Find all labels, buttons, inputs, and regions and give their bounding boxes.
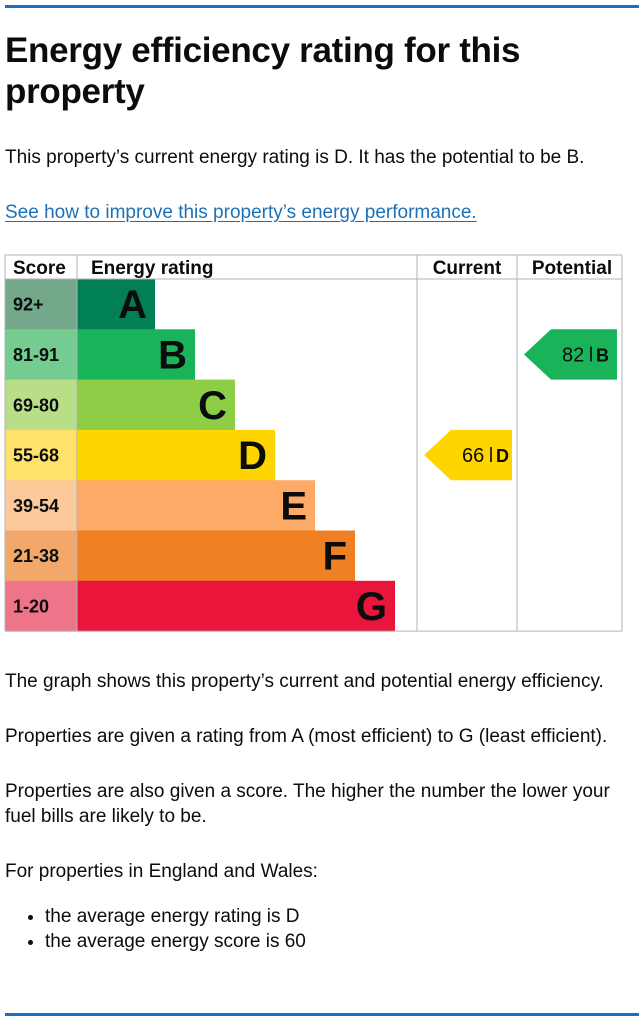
current-rating-rating-letter: D <box>496 446 509 466</box>
score-explanation: Properties are also given a score. The h… <box>5 781 610 827</box>
potential-rating-score-label: 82 <box>562 344 584 366</box>
score-cell-d <box>5 429 77 481</box>
rating-letter-e: E <box>280 484 307 528</box>
score-column-header: Score <box>13 258 66 279</box>
rating-bar-a <box>77 279 155 330</box>
energy-rating-column-header: Energy rating <box>91 258 213 279</box>
rating-letter-g: G <box>356 585 387 629</box>
score-range-label: 1-20 <box>13 596 49 616</box>
score-range-label: 21-38 <box>13 546 59 566</box>
top-rule <box>5 5 639 8</box>
score-range-label: 81-91 <box>13 345 59 365</box>
potential-rating-rating-letter: B <box>596 345 609 365</box>
current-rating-arrow <box>424 429 512 481</box>
potential-column-header: Potential <box>532 258 612 279</box>
rating-bar-e <box>77 480 315 531</box>
rating-letter-c: C <box>198 384 227 428</box>
score-cell-g <box>5 580 77 632</box>
rating-letter-a: A <box>118 283 147 327</box>
page-title: Energy efficiency rating for this proper… <box>5 31 521 111</box>
score-range-label: 55-68 <box>13 446 59 466</box>
improve-energy-link[interactable]: See how to improve this property’s energ… <box>5 202 477 223</box>
rating-letter-f: F <box>323 535 347 579</box>
rating-summary: This property’s current energy rating is… <box>5 147 585 168</box>
rating-bar-c <box>77 379 235 431</box>
rating-bar-f <box>77 530 355 582</box>
score-range-label: 92+ <box>13 295 44 315</box>
current-column-header: Current <box>433 258 502 279</box>
score-range-label: 39-54 <box>13 496 59 516</box>
rating-letter-d: D <box>238 434 267 478</box>
average-score-item: the average energy score is 60 <box>45 929 306 954</box>
rating-bar-g <box>77 580 395 632</box>
score-cell-a <box>5 279 77 330</box>
region-intro: For properties in England and Wales: <box>5 861 318 882</box>
score-cell-f <box>5 530 77 582</box>
averages-list: the average energy rating is D the avera… <box>5 904 306 954</box>
score-cell-b <box>5 329 77 381</box>
score-cell-c <box>5 379 77 431</box>
graph-explanation: The graph shows this property’s current … <box>5 671 604 692</box>
current-rating-score-label: 66 <box>462 445 484 467</box>
rating-letter-b: B <box>158 333 187 377</box>
improve-link-wrapper: See how to improve this property’s energ… <box>5 200 630 225</box>
average-rating-item: the average energy rating is D <box>45 904 306 929</box>
potential-rating-arrow <box>524 329 617 380</box>
score-range-label: 69-80 <box>13 395 59 415</box>
rating-explanation: Properties are given a rating from A (mo… <box>5 726 608 747</box>
score-cell-e <box>5 480 77 531</box>
energy-rating-chart: Score Energy rating Current Potential 92+ A 81… <box>4 254 623 632</box>
rating-bar-b <box>77 329 195 381</box>
rating-bar-d <box>77 429 275 481</box>
bottom-rule <box>5 1013 639 1016</box>
